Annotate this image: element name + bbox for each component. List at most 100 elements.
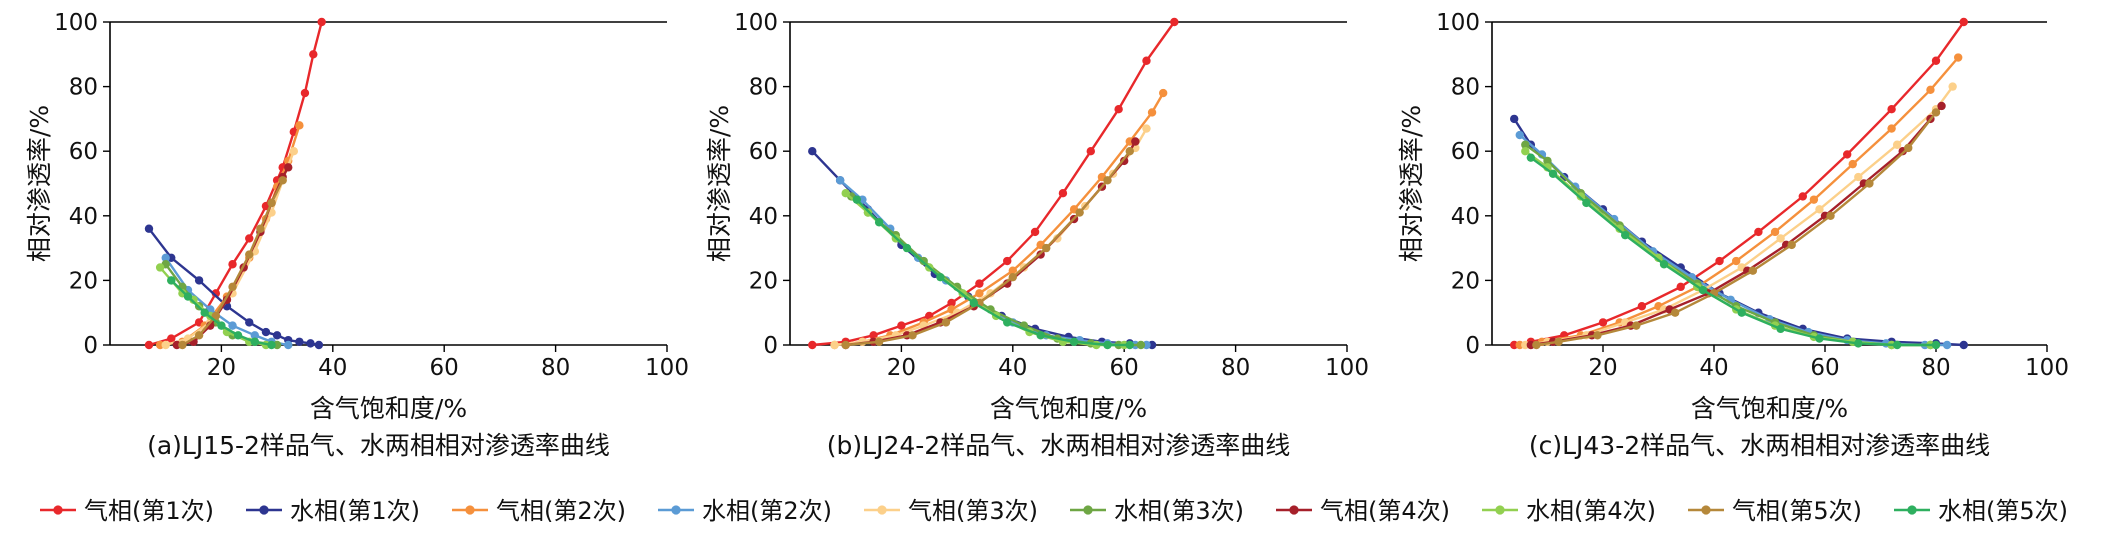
data-point	[228, 282, 237, 292]
data-point	[1815, 334, 1824, 343]
data-point	[1926, 85, 1935, 95]
y-tick-label: 0	[1465, 333, 1480, 359]
data-point	[975, 279, 984, 288]
data-point	[1158, 88, 1168, 98]
data-point	[1826, 211, 1835, 220]
data-point	[1526, 153, 1536, 162]
data-point	[144, 224, 154, 233]
data-point	[1676, 282, 1685, 292]
y-tick-label: 100	[54, 10, 98, 36]
data-point	[1948, 82, 1957, 91]
data-point	[869, 331, 878, 340]
data-point	[250, 337, 260, 346]
y-tick-label: 60	[1451, 139, 1480, 165]
data-point	[1036, 331, 1045, 340]
legend-label: 水相(第3次)	[1114, 497, 1244, 525]
y-tick-label: 80	[69, 75, 98, 101]
data-point	[908, 331, 917, 340]
data-point	[1887, 105, 1896, 114]
data-point	[1510, 114, 1519, 124]
data-point	[1125, 340, 1134, 350]
data-point	[936, 272, 945, 282]
data-point	[1003, 279, 1012, 288]
series-gas5	[178, 176, 287, 350]
data-point	[284, 163, 293, 172]
legend-swatch-marker	[671, 505, 681, 515]
data-point	[1075, 208, 1084, 217]
data-point	[1069, 337, 1079, 346]
data-point	[178, 340, 187, 350]
y-axis-label: 相对渗透率/%	[25, 105, 54, 262]
data-point	[284, 340, 293, 350]
x-tick-label: 80	[1221, 355, 1250, 381]
series-gas5	[841, 147, 1134, 350]
data-point	[1809, 195, 1819, 204]
series-water3	[1521, 140, 1935, 350]
series-gas2	[155, 121, 304, 350]
series-line	[834, 92, 1165, 347]
data-point	[1931, 56, 1941, 65]
data-point	[1058, 188, 1068, 198]
data-point	[167, 334, 176, 343]
data-point	[1142, 124, 1151, 133]
data-point	[1515, 130, 1524, 140]
data-point	[245, 234, 254, 243]
legend-label: 水相(第4次)	[1526, 497, 1656, 525]
data-point	[852, 195, 862, 204]
legend-item-water1: 水相(第1次)	[246, 497, 420, 525]
legend-label: 气相(第4次)	[1320, 497, 1450, 525]
data-point	[1593, 331, 1602, 340]
data-point	[1103, 176, 1112, 185]
legend-label: 气相(第5次)	[1732, 497, 1862, 525]
data-point	[161, 340, 170, 350]
data-point	[1815, 205, 1824, 214]
legend-item-gas2: 气相(第2次)	[452, 497, 626, 525]
series-gas1	[1510, 17, 1968, 350]
legend-swatch-marker	[877, 505, 887, 515]
series-line	[181, 179, 284, 347]
series-line	[845, 140, 1137, 347]
series-gas3	[830, 124, 1151, 350]
data-point	[1521, 140, 1530, 149]
legend-item-gas3: 气相(第3次)	[864, 497, 1038, 525]
panel-caption: (b)LJ24-2样品气、水两相相对渗透率曲线	[827, 431, 1290, 460]
data-point	[300, 88, 310, 98]
data-point	[902, 243, 912, 253]
data-point	[1854, 172, 1863, 182]
series-line	[1530, 156, 1936, 347]
data-point	[1887, 124, 1896, 133]
data-point	[289, 147, 299, 156]
series-line	[812, 21, 1176, 347]
legend-item-gas1: 气相(第1次)	[40, 497, 214, 525]
data-point	[1086, 147, 1095, 156]
series-line	[1513, 21, 1965, 347]
data-point	[841, 340, 850, 350]
data-point	[1854, 339, 1863, 348]
series-line	[148, 21, 323, 347]
x-tick-label: 40	[1699, 355, 1728, 381]
data-point	[200, 308, 209, 317]
data-point	[969, 298, 979, 308]
data-point	[245, 250, 254, 259]
legend-swatch-marker	[1495, 505, 1505, 515]
data-point	[267, 198, 276, 208]
series-gas4	[841, 137, 1140, 350]
y-tick-label: 20	[749, 268, 778, 294]
y-tick-label: 100	[734, 10, 778, 36]
x-axis-label: 含气饱和度/%	[1691, 394, 1848, 423]
data-point	[228, 321, 237, 330]
data-point	[1147, 108, 1157, 117]
legend-label: 气相(第1次)	[84, 497, 214, 525]
data-point	[161, 253, 170, 262]
legend-item-gas5: 气相(第5次)	[1688, 497, 1862, 525]
data-point	[1715, 256, 1724, 266]
series-line	[845, 150, 1131, 347]
data-point	[1843, 150, 1852, 159]
series-gas1	[808, 17, 1179, 350]
x-tick-label: 20	[1588, 355, 1617, 381]
data-point	[1959, 340, 1968, 350]
y-axis-label: 相对渗透率/%	[705, 105, 734, 262]
legend-item-water4: 水相(第4次)	[1482, 497, 1656, 525]
data-point	[183, 292, 193, 301]
data-point	[1959, 17, 1968, 27]
